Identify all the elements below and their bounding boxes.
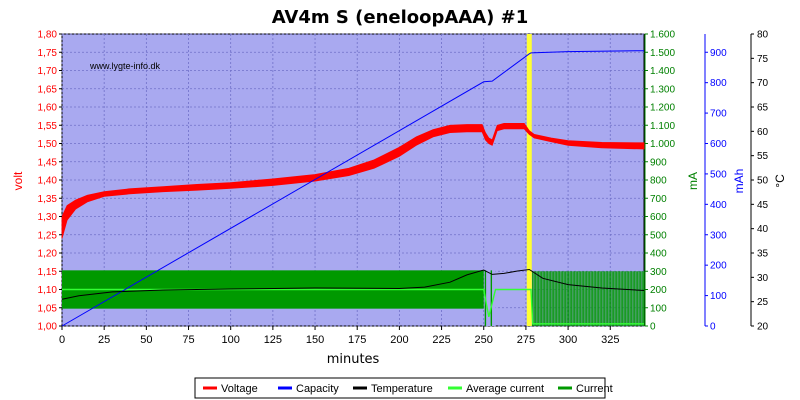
x-tick-label: 100 xyxy=(222,334,240,346)
legend-entry: Average current xyxy=(466,383,544,395)
ma-tick-label: 400 xyxy=(650,249,667,260)
ma-tick-label: 1.500 xyxy=(650,48,675,59)
mah-tick-label: 200 xyxy=(710,261,727,272)
volt-tick-label: 1,00 xyxy=(38,322,58,333)
average-current-series xyxy=(62,288,644,325)
voltage-series xyxy=(61,123,645,239)
x-tick-label: 225 xyxy=(432,334,450,346)
axes: 1,00 1,05 1,10 1,15 1,20 1,25 1,30 1,35 1,40 1,45… xyxy=(38,30,769,347)
x-axis-label: minutes xyxy=(327,352,380,367)
mah-tick-label: 500 xyxy=(710,169,727,180)
volt-tick-label: 1,20 xyxy=(38,249,58,260)
temperature-tick-label: 75 xyxy=(757,54,769,65)
chart-title: AV4m S (eneloopAAA) #1 xyxy=(272,7,529,28)
y-axis-label-temperature: °C xyxy=(773,174,787,188)
temperature-tick-label: 30 xyxy=(757,273,769,284)
ma-tick-label: 1.400 xyxy=(650,66,675,77)
temperature-tick-label: 70 xyxy=(757,78,769,89)
y-axis-label-ma: mA xyxy=(686,172,700,190)
temperature-tick-label: 20 xyxy=(757,322,769,333)
ma-tick-label: 1.200 xyxy=(650,103,675,114)
mah-tick-label: 300 xyxy=(710,230,727,241)
y-axis-label-mah: mAh xyxy=(732,169,746,194)
legend-entry: Capacity xyxy=(296,383,339,395)
volt-tick-label: 1,75 xyxy=(38,48,58,59)
mah-tick-label: 0 xyxy=(710,322,716,333)
x-tick-label: 150 xyxy=(306,334,324,346)
ma-tick-label: 1.000 xyxy=(650,139,675,150)
current-after-pulses xyxy=(532,271,645,326)
x-tick-label: 125 xyxy=(264,334,282,346)
x-tick-label: 50 xyxy=(140,334,152,346)
temperature-tick-label: 45 xyxy=(757,200,769,211)
temperature-tick-label: 60 xyxy=(757,127,769,138)
ma-tick-label: 0 xyxy=(650,322,656,333)
volt-tick-label: 1,65 xyxy=(38,84,58,95)
temperature-tick-label: 50 xyxy=(757,176,769,187)
x-tick-label: 0 xyxy=(59,334,65,346)
temperature-tick-label: 65 xyxy=(757,103,769,114)
series-marks xyxy=(61,34,645,327)
volt-tick-label: 1,60 xyxy=(38,103,58,114)
volt-tick-label: 1,50 xyxy=(38,139,58,150)
volt-tick-label: 1,25 xyxy=(38,230,58,241)
x-tick-label: 200 xyxy=(390,334,408,346)
volt-tick-label: 1,15 xyxy=(38,267,58,278)
volt-tick-label: 1,55 xyxy=(38,121,58,132)
ma-tick-label: 1.600 xyxy=(650,30,675,41)
temperature-tick-label: 25 xyxy=(757,297,769,308)
x-tick-label: 25 xyxy=(98,334,110,346)
temperature-tick-label: 40 xyxy=(757,224,769,235)
temperature-tick-label: 80 xyxy=(757,30,769,41)
volt-tick-label: 1,30 xyxy=(38,212,58,223)
legend-entry: Current xyxy=(576,383,613,395)
current-pause-gap xyxy=(484,270,496,326)
ma-tick-label: 900 xyxy=(650,157,667,168)
highlight-marker xyxy=(526,34,532,326)
mah-tick-label: 800 xyxy=(710,78,727,89)
x-tick-label: 325 xyxy=(601,334,619,346)
legend-box xyxy=(194,377,606,399)
volt-tick-label: 1,45 xyxy=(38,157,58,168)
legend: Voltage Capacity Temperature Average curren… xyxy=(194,377,613,399)
legend-entry: Voltage xyxy=(221,383,258,395)
capacity-series xyxy=(61,50,645,327)
volt-tick-label: 1,80 xyxy=(38,30,58,41)
x-tick-label: 175 xyxy=(348,334,366,346)
mah-tick-label: 600 xyxy=(710,139,727,150)
ma-tick-label: 600 xyxy=(650,212,667,223)
ma-tick-label: 1.100 xyxy=(650,121,675,132)
gridlines xyxy=(61,33,644,327)
ma-tick-label: 1.300 xyxy=(650,84,675,95)
ma-tick-label: 100 xyxy=(650,303,667,314)
volt-tick-label: 1,05 xyxy=(38,303,58,314)
x-tick-label: 275 xyxy=(517,334,535,346)
mah-tick-label: 400 xyxy=(710,200,727,211)
temperature-series xyxy=(61,268,645,300)
x-tick-label: 75 xyxy=(182,334,194,346)
ma-tick-label: 700 xyxy=(650,194,667,205)
volt-tick-label: 1,40 xyxy=(38,176,58,187)
volt-tick-label: 1,10 xyxy=(38,285,58,296)
ma-tick-label: 300 xyxy=(650,267,667,278)
x-tick-label: 250 xyxy=(475,334,493,346)
ma-tick-label: 200 xyxy=(650,285,667,296)
mah-tick-label: 100 xyxy=(710,291,727,302)
mah-tick-label: 700 xyxy=(710,109,727,120)
y-axis-label-volt: volt xyxy=(11,171,25,190)
x-tick-label: 300 xyxy=(559,334,577,346)
volt-tick-label: 1,35 xyxy=(38,194,58,205)
temperature-tick-label: 35 xyxy=(757,249,769,260)
legend-entry: Temperature xyxy=(371,383,433,395)
volt-tick-label: 1,70 xyxy=(38,66,58,77)
watermark-text: www.lygte-info.dk xyxy=(89,61,161,71)
ma-tick-label: 500 xyxy=(650,230,667,241)
temperature-tick-label: 55 xyxy=(757,151,769,162)
ma-tick-label: 800 xyxy=(650,176,667,187)
mah-tick-label: 900 xyxy=(710,48,727,59)
